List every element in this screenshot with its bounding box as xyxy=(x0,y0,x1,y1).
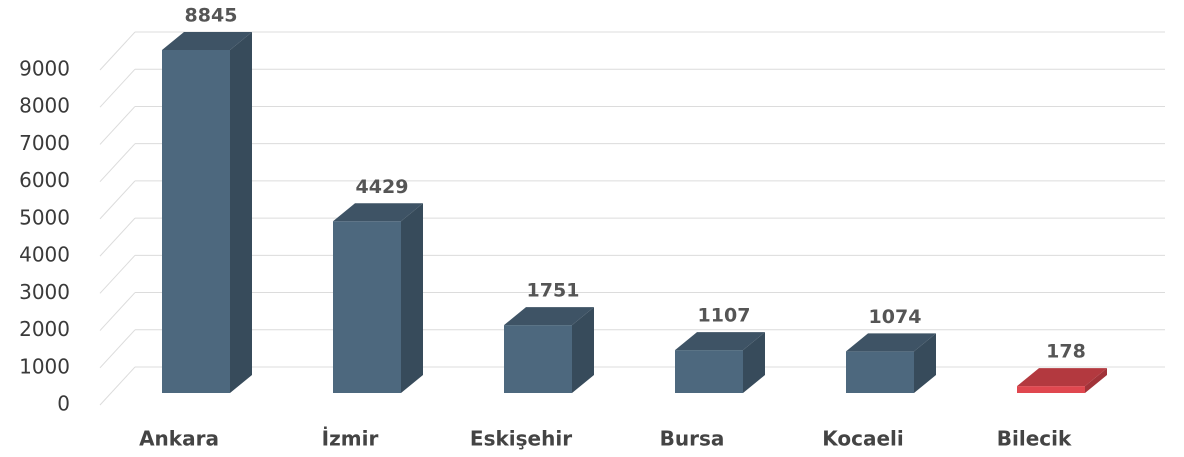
bar-side xyxy=(401,203,423,393)
x-tick-label: İzmir xyxy=(322,427,379,451)
x-tick-label: Bursa xyxy=(660,427,725,451)
grid-line xyxy=(99,143,136,183)
bar-top xyxy=(162,32,252,51)
value-label: 178 xyxy=(1046,341,1086,363)
bar-side xyxy=(1085,368,1107,393)
bar-side xyxy=(743,332,765,393)
grid-line xyxy=(99,329,136,369)
bar xyxy=(846,333,936,393)
y-tick-label: 6000 xyxy=(19,168,70,192)
bar-front xyxy=(1017,386,1085,393)
grid-line xyxy=(99,366,136,406)
bar-front xyxy=(675,350,743,393)
bar-top xyxy=(675,332,765,351)
bar xyxy=(504,307,594,393)
value-label: 1074 xyxy=(869,306,922,328)
y-tick-label: 3000 xyxy=(19,280,70,304)
bar-front xyxy=(333,221,401,393)
bar-front xyxy=(846,351,914,393)
y-tick-label: 9000 xyxy=(19,57,70,81)
grid-line xyxy=(99,68,136,108)
y-tick-label: 2000 xyxy=(19,317,70,341)
y-tick-label: 0 xyxy=(57,392,70,416)
grid-line xyxy=(99,180,136,220)
value-label: 4429 xyxy=(356,176,409,198)
y-tick-label: 8000 xyxy=(19,94,70,118)
x-tick-label: Eskişehir xyxy=(470,427,572,451)
bar xyxy=(675,332,765,393)
bar-side xyxy=(914,333,936,393)
x-tick-label: Ankara xyxy=(139,427,219,451)
bar-front xyxy=(504,325,572,393)
grid-line xyxy=(99,106,136,145)
value-label: 1107 xyxy=(698,305,751,327)
value-label: 8845 xyxy=(185,5,238,27)
bar-side xyxy=(230,32,252,393)
bar-top xyxy=(1017,368,1107,387)
value-label: 1751 xyxy=(527,280,580,302)
y-tick-label: 4000 xyxy=(19,243,70,267)
x-tick-label: Bilecik xyxy=(997,427,1072,451)
bar xyxy=(333,203,423,393)
bar-front xyxy=(162,50,230,393)
bar xyxy=(1017,368,1107,393)
bar-side xyxy=(572,307,594,393)
bar xyxy=(162,32,252,393)
grid-line xyxy=(99,292,136,331)
bar-top xyxy=(333,203,423,222)
grid-line xyxy=(99,217,136,257)
y-tick-label: 7000 xyxy=(19,131,70,155)
y-tick-label: 1000 xyxy=(19,354,70,378)
grid-line xyxy=(99,254,136,294)
y-tick-label: 5000 xyxy=(19,205,70,229)
grid-line xyxy=(99,31,136,71)
bar-top xyxy=(846,333,936,352)
bar-top xyxy=(504,307,594,326)
x-tick-label: Kocaeli xyxy=(822,427,904,451)
